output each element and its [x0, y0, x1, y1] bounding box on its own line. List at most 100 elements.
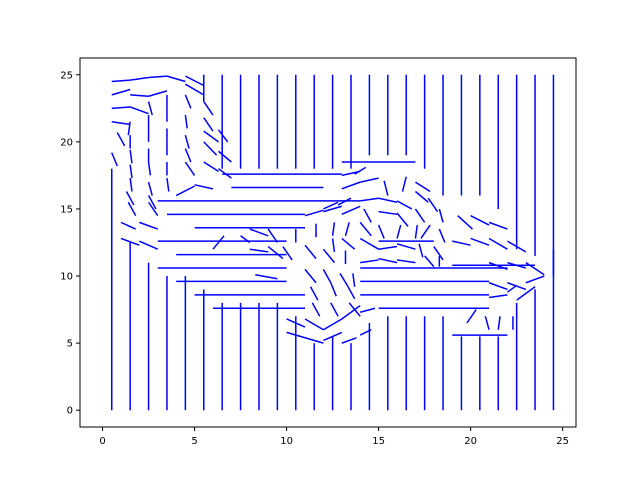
segment-184 [488, 261, 508, 271]
segment-124 [378, 197, 398, 203]
segment-161 [433, 246, 444, 261]
segment-146 [414, 224, 419, 239]
segment-93 [129, 149, 133, 164]
plot-marks [111, 74, 555, 411]
segment-175 [378, 257, 398, 264]
segment-144 [377, 224, 385, 239]
segment-129 [139, 221, 159, 230]
y-tick-label-25: 25 [60, 70, 73, 81]
segment-179 [255, 273, 278, 280]
segment-164 [488, 237, 508, 250]
segment-125 [396, 200, 413, 210]
segment-156 [341, 237, 356, 250]
segment-198 [516, 286, 536, 301]
segment-194 [330, 302, 339, 317]
segment-127 [427, 197, 439, 213]
segment-105 [129, 177, 133, 192]
segment-157 [359, 237, 379, 250]
segment-183 [352, 273, 356, 287]
segment-109 [194, 184, 214, 190]
segment-137 [438, 208, 444, 223]
segment-182 [339, 272, 348, 286]
segment-92 [111, 152, 118, 167]
y-tick-label-20: 20 [60, 137, 73, 148]
segment-145 [396, 224, 402, 239]
segment-122 [337, 197, 352, 206]
x-tick-label-0: 0 [99, 436, 105, 447]
segment-89 [184, 134, 190, 149]
segment-115 [360, 177, 379, 183]
segment-206 [497, 316, 501, 330]
y-tick-label-0: 0 [67, 406, 73, 417]
segment-106 [147, 181, 153, 196]
y-tick-label-10: 10 [60, 272, 73, 283]
segment-102 [184, 161, 196, 176]
segment-66 [148, 75, 168, 79]
segment-167 [240, 235, 251, 244]
segment-116 [383, 180, 389, 196]
segment-114 [341, 181, 361, 190]
segment-150 [470, 214, 490, 226]
x-tick-label-25: 25 [556, 436, 569, 447]
segment-91 [217, 129, 229, 143]
segment-172 [322, 248, 336, 264]
segment-170 [282, 246, 293, 261]
segment-208 [286, 331, 306, 339]
segment-188 [330, 282, 337, 297]
segment-165 [507, 240, 527, 253]
segment-209 [304, 337, 324, 344]
segment-131 [323, 205, 343, 213]
segment-111 [354, 166, 367, 175]
segment-210 [323, 331, 343, 342]
segment-72 [184, 83, 205, 96]
segment-117 [401, 176, 407, 192]
segment-79 [111, 120, 131, 126]
segment-174 [360, 259, 379, 264]
segment-107 [166, 177, 170, 192]
segment-64 [111, 79, 131, 83]
y-axis: 0 5 10 15 20 25 [60, 70, 80, 417]
segment-103 [203, 161, 219, 173]
segment-193 [311, 302, 321, 317]
segment-75 [147, 101, 153, 116]
segment-65 [130, 76, 149, 81]
segment-185 [507, 261, 527, 269]
segment-119 [127, 201, 137, 217]
segment-100 [147, 161, 152, 176]
segment-181 [322, 268, 332, 284]
segment-128 [120, 221, 136, 230]
y-tick-label-5: 5 [67, 339, 73, 350]
segment-153 [267, 228, 279, 243]
segment-139 [139, 240, 159, 250]
x-tick-label-20: 20 [464, 436, 477, 447]
segment-138 [120, 237, 140, 246]
segment-162 [452, 240, 471, 246]
segment-85 [116, 132, 126, 147]
segment-126 [414, 190, 429, 203]
segment-143 [359, 221, 372, 237]
segment-99 [129, 164, 133, 179]
segment-148 [438, 228, 446, 243]
segment-134 [378, 210, 398, 216]
segment-141 [331, 222, 336, 236]
segment-67 [166, 75, 186, 83]
segment-121 [323, 201, 339, 210]
segment-205 [484, 316, 490, 330]
segment-187 [309, 286, 319, 301]
segment-151 [488, 221, 508, 230]
segment-113 [147, 195, 157, 210]
segment-120 [147, 201, 159, 217]
segment-166 [212, 235, 225, 250]
segment-130 [304, 209, 324, 217]
segment-69 [111, 88, 131, 96]
segment-171 [304, 244, 317, 260]
segment-83 [184, 114, 188, 129]
segment-199 [286, 318, 306, 328]
segment-132 [341, 205, 361, 216]
segment-104 [218, 168, 232, 179]
segment-168 [249, 248, 269, 253]
segment-97 [203, 141, 218, 156]
segment-133 [363, 208, 372, 223]
